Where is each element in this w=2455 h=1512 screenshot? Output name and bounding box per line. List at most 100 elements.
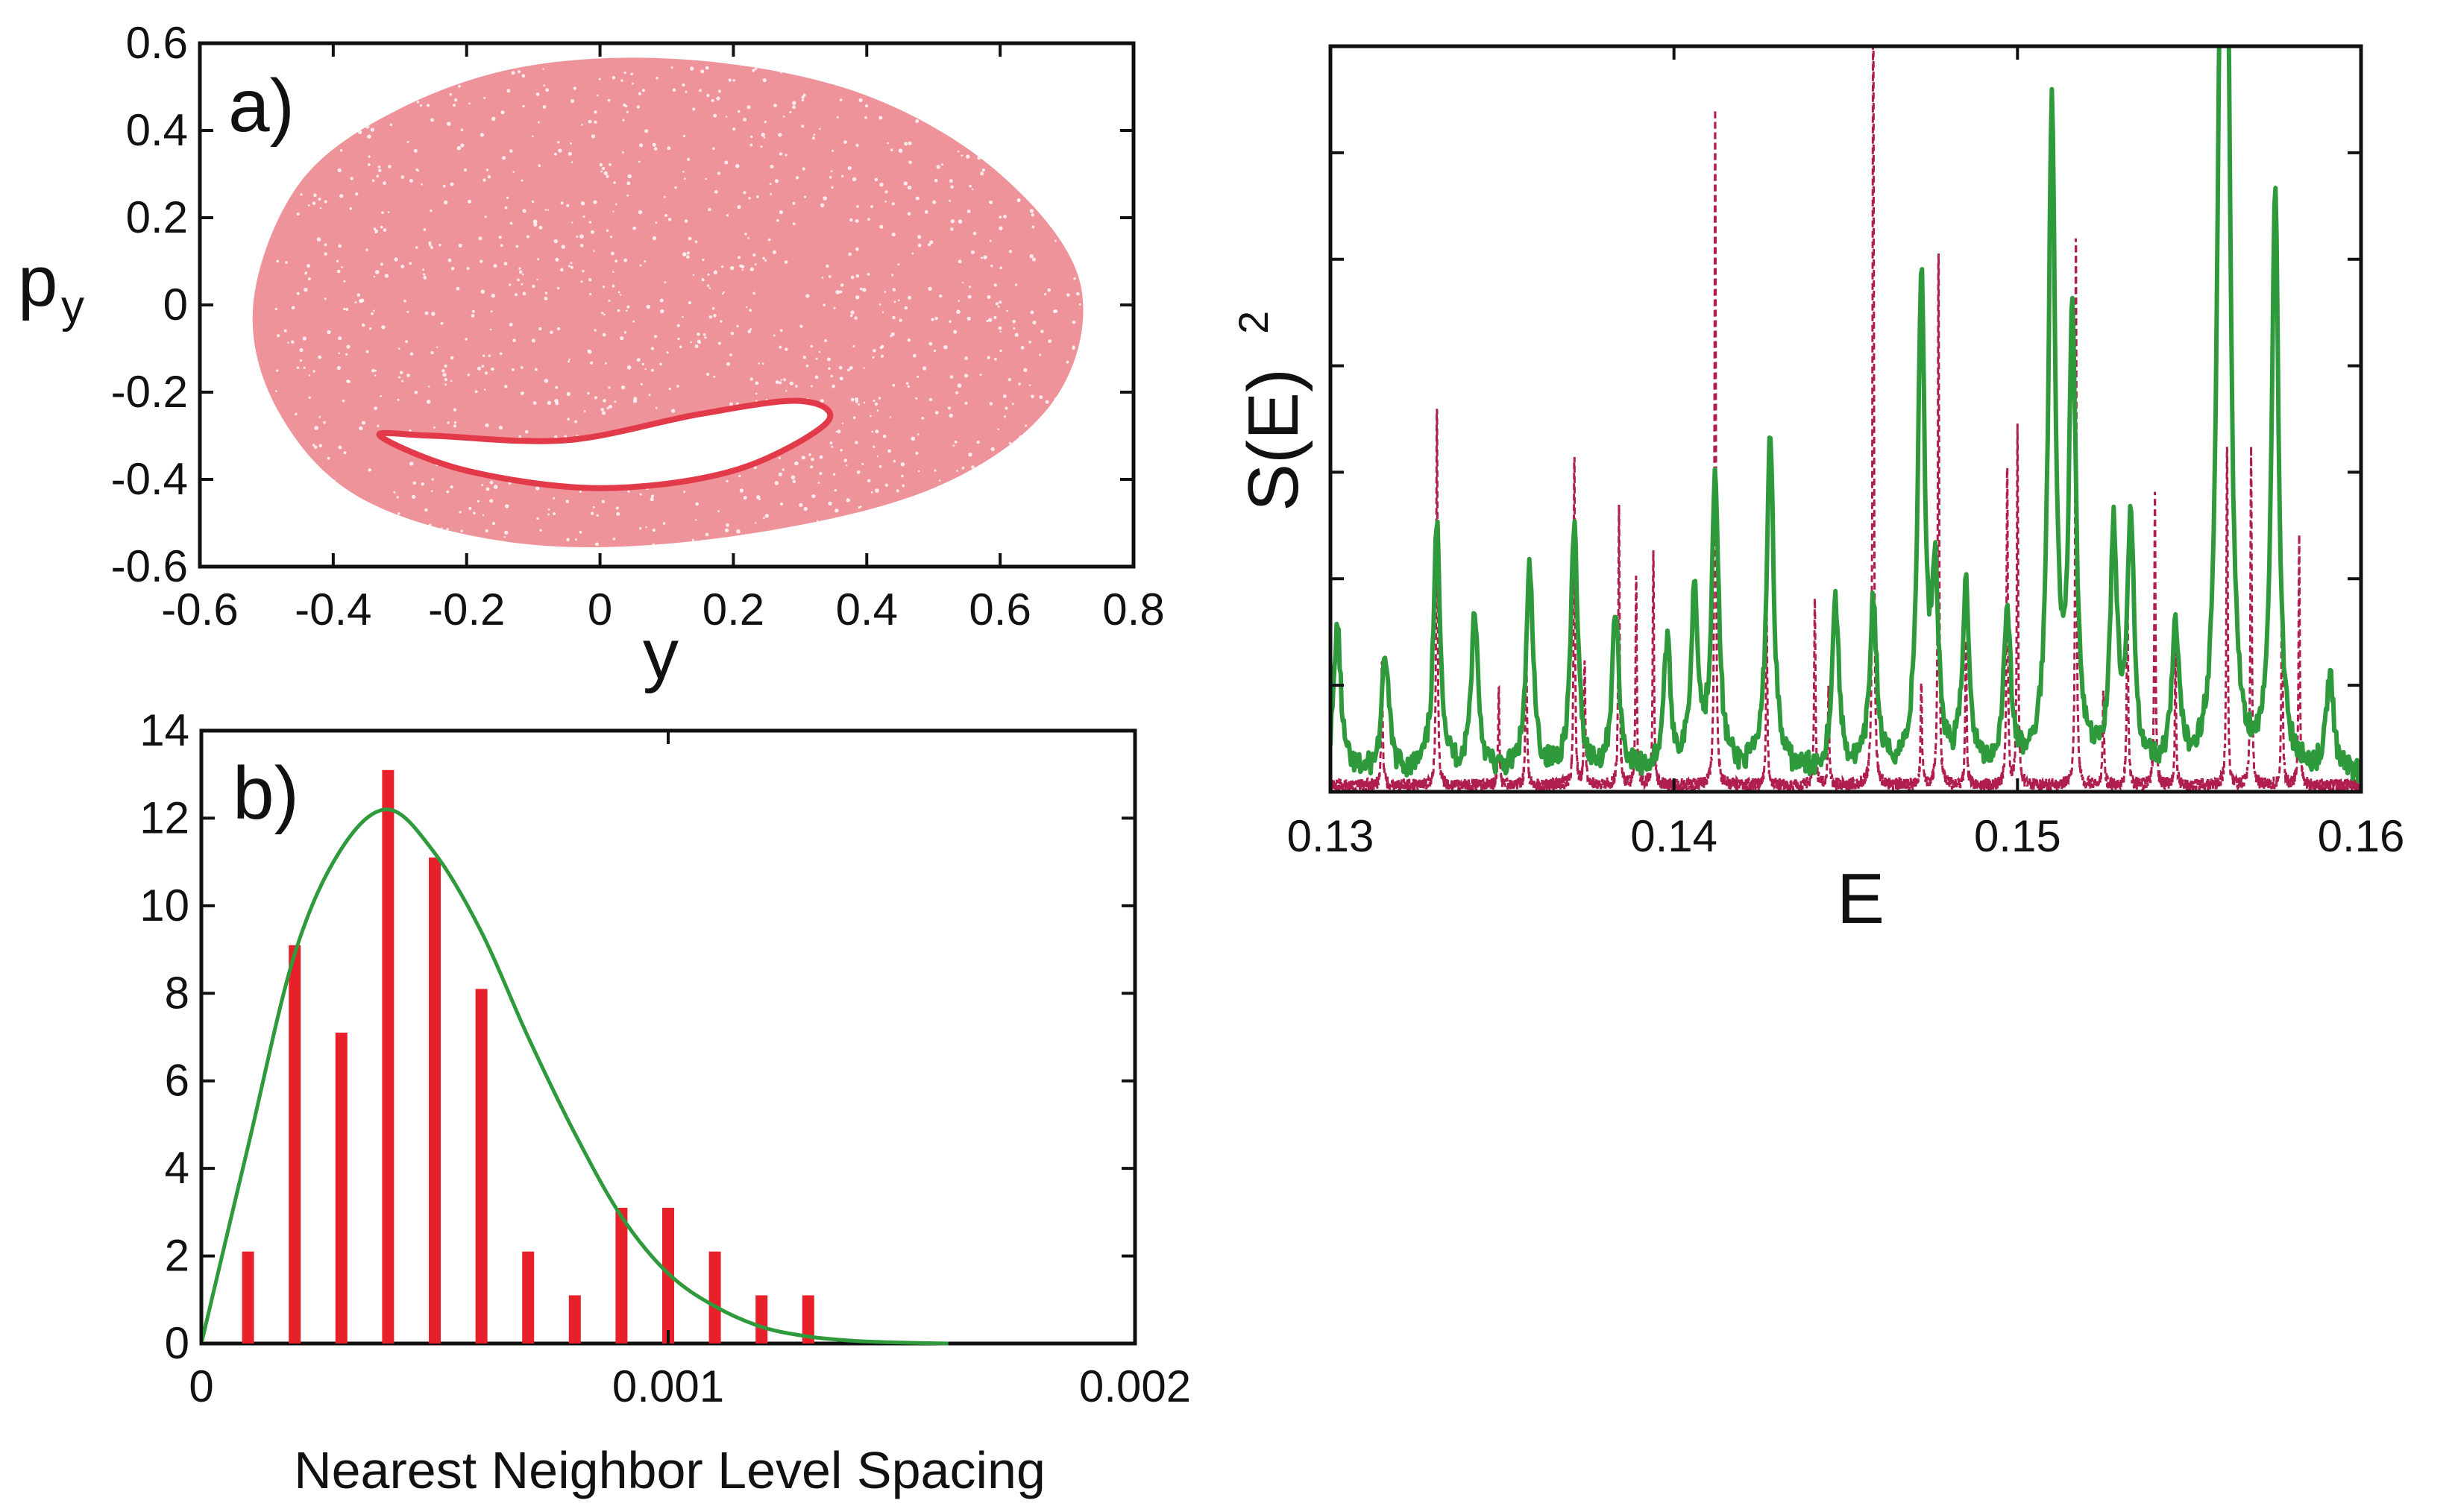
scatter-speckle — [406, 442, 409, 445]
scatter-speckle — [299, 359, 303, 362]
scatter-speckle — [934, 316, 938, 321]
scatter-speckle — [455, 75, 458, 78]
scatter-speckle — [656, 77, 658, 80]
scatter-speckle — [692, 274, 695, 277]
scatter-speckle — [987, 318, 993, 322]
scatter-speckle — [504, 206, 508, 210]
scatter-speckle — [772, 250, 777, 254]
scatter-speckle — [438, 449, 441, 453]
scatter-speckle — [1010, 136, 1015, 140]
scatter-speckle — [1092, 244, 1096, 248]
scatter-speckle — [749, 328, 752, 331]
scatter-speckle — [1031, 225, 1035, 229]
scatter-speckle — [931, 318, 934, 321]
scatter-speckle — [1066, 68, 1068, 70]
scatter-speckle — [726, 214, 729, 217]
scatter-speckle — [1005, 406, 1008, 410]
scatter-speckle — [632, 226, 637, 230]
a-ytick-label: 0 — [163, 280, 188, 330]
scatter-speckle — [469, 67, 474, 72]
scatter-speckle — [283, 534, 288, 538]
scatter-speckle — [774, 481, 779, 485]
scatter-speckle — [934, 349, 937, 353]
scatter-speckle — [850, 275, 855, 280]
scatter-speckle — [738, 474, 741, 478]
scatter-speckle — [794, 461, 799, 466]
scatter-speckle — [316, 524, 320, 527]
scatter-speckle — [950, 185, 954, 189]
scatter-speckle — [447, 450, 451, 455]
scatter-speckle — [801, 98, 805, 102]
scatter-speckle — [688, 236, 692, 241]
x-axis-label-b: Nearest Neighbor Level Spacing — [294, 1441, 1046, 1499]
scatter-speckle — [421, 482, 425, 486]
scatter-speckle — [817, 482, 820, 484]
scatter-speckle — [863, 367, 866, 369]
scatter-speckle — [1038, 151, 1040, 154]
scatter-speckle — [1049, 444, 1052, 447]
scatter-speckle — [708, 544, 711, 546]
scatter-speckle — [1104, 217, 1108, 221]
scatter-speckle — [413, 148, 418, 153]
scatter-speckle — [512, 338, 516, 342]
scatter-speckle — [1029, 209, 1034, 213]
scatter-speckle — [810, 385, 813, 388]
scatter-speckle — [1044, 293, 1047, 296]
scatter-speckle — [950, 227, 954, 231]
scatter-speckle — [1047, 288, 1052, 292]
scatter-speckle — [424, 311, 429, 315]
scatter-speckle — [805, 364, 809, 368]
scatter-speckle — [430, 210, 433, 212]
scatter-speckle — [1081, 535, 1084, 538]
scatter-speckle — [972, 188, 974, 190]
scatter-speckle — [1035, 514, 1038, 517]
scatter-speckle — [834, 508, 839, 513]
scatter-speckle — [867, 218, 870, 221]
scatter-speckle — [394, 257, 398, 262]
scatter-speckle — [832, 384, 835, 388]
a-xtick-label: 0.4 — [836, 585, 898, 634]
scatter-speckle — [580, 201, 585, 206]
x-ticks-c: 0.13 0.14 0.15 0.16 — [1287, 46, 2404, 861]
scatter-speckle — [468, 199, 472, 204]
scatter-speckle — [588, 350, 592, 354]
scatter-speckle — [338, 523, 341, 526]
scatter-speckle — [482, 178, 486, 182]
scatter-speckle — [743, 191, 746, 195]
scatter-speckle — [512, 171, 515, 173]
scatter-speckle — [721, 265, 724, 268]
scatter-speckle — [997, 305, 1000, 308]
scatter-speckle — [867, 273, 870, 276]
scatter-speckle — [553, 512, 556, 515]
scatter-speckle — [841, 174, 844, 177]
scatter-speckle — [623, 331, 627, 334]
scatter-speckle — [1037, 180, 1041, 185]
scatter-speckle — [996, 526, 1000, 529]
scatter-speckle — [620, 385, 626, 390]
scatter-speckle — [603, 171, 608, 175]
scatter-speckle — [827, 357, 831, 362]
a-xtick-label: -0.2 — [428, 585, 505, 634]
scatter-speckle — [1069, 136, 1073, 141]
scatter-speckle — [1091, 505, 1094, 508]
scatter-speckle — [477, 500, 480, 503]
scatter-speckle — [927, 243, 931, 247]
scatter-speckle — [1054, 309, 1058, 313]
scatter-speckle — [499, 352, 503, 356]
scatter-speckle — [560, 268, 564, 272]
scatter-speckle — [549, 556, 553, 560]
scatter-speckle — [966, 154, 970, 159]
scatter-speckle — [380, 394, 382, 397]
scatter-speckle — [356, 293, 361, 297]
scatter-speckle — [725, 442, 728, 445]
scatter-speckle — [843, 140, 847, 145]
scatter-speckle — [968, 453, 972, 457]
scatter-speckle — [823, 196, 827, 201]
scatter-speckle — [1017, 130, 1021, 134]
scatter-speckle — [600, 170, 603, 173]
scatter-speckle — [962, 281, 964, 284]
scatter-speckle — [978, 110, 982, 115]
scatter-speckle — [453, 424, 457, 428]
panel-b: 0 0.001 0.002 0 2 4 6 8 10 12 14 b) Nearest Neigh… — [139, 705, 1191, 1499]
scatter-speckle — [770, 193, 772, 195]
